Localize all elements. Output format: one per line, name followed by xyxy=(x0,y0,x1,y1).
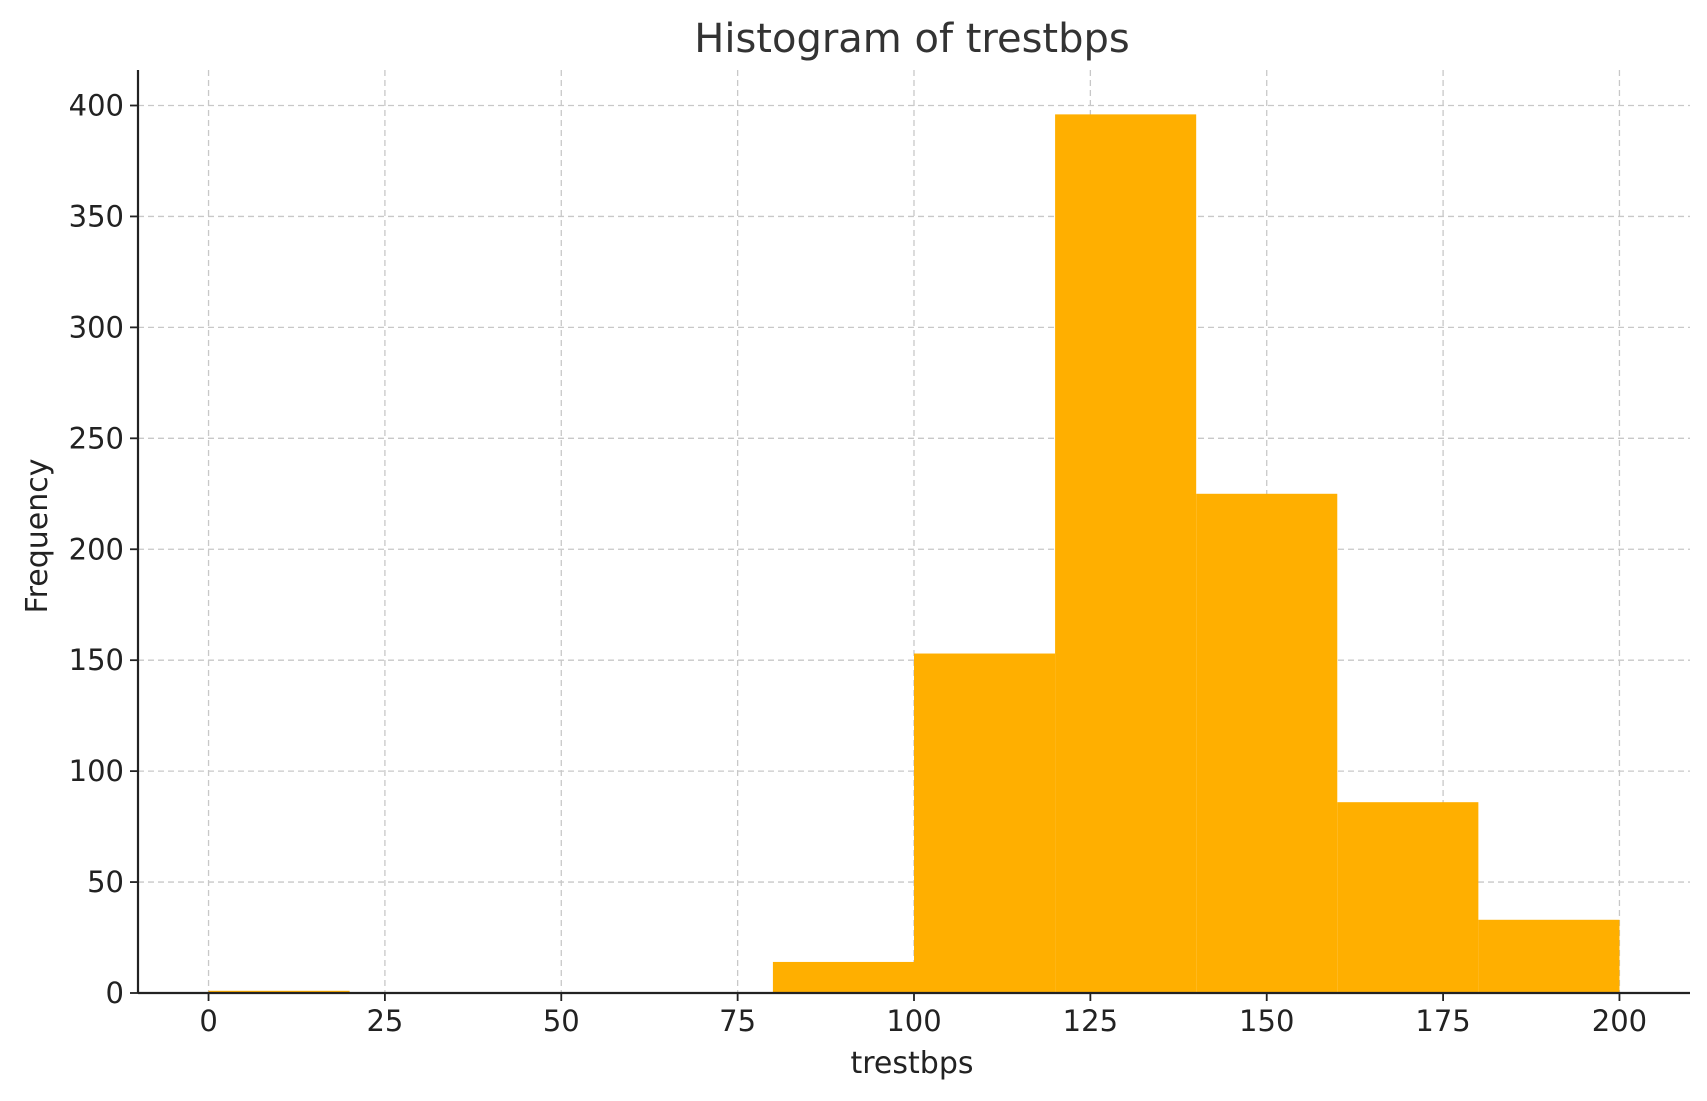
bars xyxy=(208,114,1620,993)
chart-title: Histogram of trestbps xyxy=(694,16,1130,62)
y-tick-label: 50 xyxy=(87,865,124,899)
histogram-bar xyxy=(1196,493,1338,993)
y-tick-label: 350 xyxy=(69,199,124,233)
axes: 0 25 50 75 100 125 150 175 200 0 50 100 150 200 250 300… xyxy=(69,70,1690,1038)
histogram-bar xyxy=(772,961,914,993)
histogram-bar xyxy=(1337,802,1479,993)
y-tick-label: 0 xyxy=(106,976,124,1010)
x-tick-label: 75 xyxy=(719,1004,756,1038)
histogram-bar xyxy=(1055,114,1197,993)
x-tick-label: 125 xyxy=(1063,1004,1118,1038)
x-tick-label: 50 xyxy=(543,1004,580,1038)
x-tick-label: 25 xyxy=(366,1004,403,1038)
y-tick-label: 150 xyxy=(69,643,124,677)
y-tick-label: 400 xyxy=(69,89,124,123)
histogram-bar xyxy=(1478,919,1620,993)
histogram-bar xyxy=(208,990,350,993)
y-axis-label: Frequency xyxy=(20,459,55,614)
x-tick-label: 175 xyxy=(1415,1004,1470,1038)
x-tick-label: 100 xyxy=(886,1004,941,1038)
y-tick-label: 200 xyxy=(69,532,124,566)
y-tick-label: 100 xyxy=(69,754,124,788)
x-tick-label: 200 xyxy=(1592,1004,1647,1038)
y-tick-label: 250 xyxy=(69,421,124,455)
x-tick-label: 0 xyxy=(199,1004,217,1038)
x-tick-label: 150 xyxy=(1239,1004,1294,1038)
histogram-bar xyxy=(914,653,1056,993)
y-tick-label: 300 xyxy=(69,310,124,344)
x-axis-label: trestbps xyxy=(850,1046,973,1081)
